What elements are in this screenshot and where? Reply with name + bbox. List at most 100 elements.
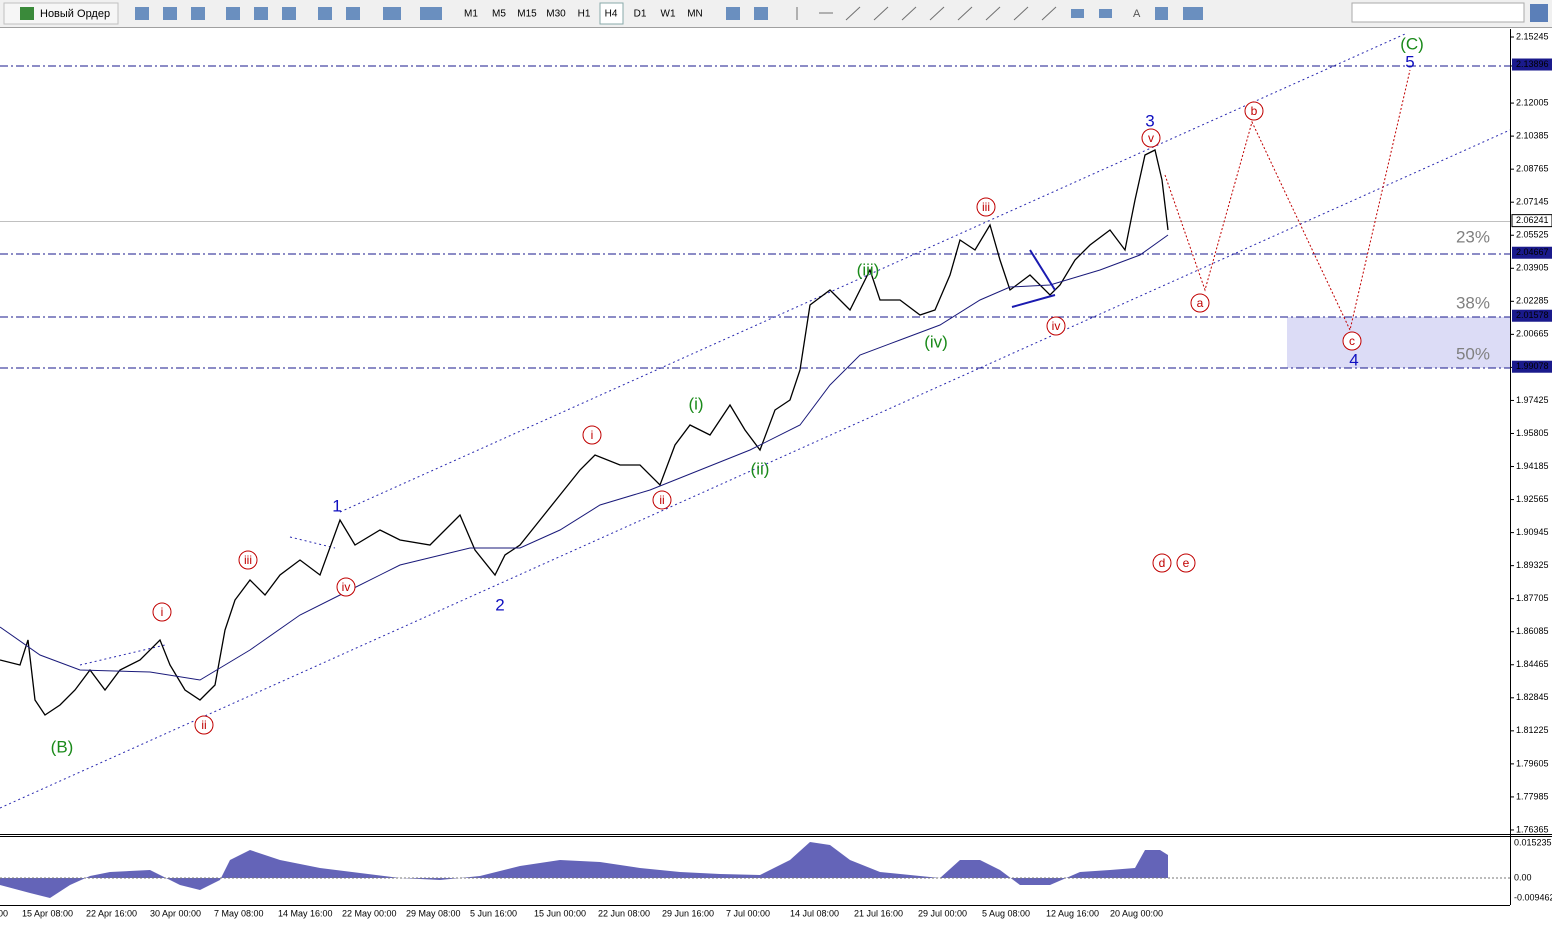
fib-lines xyxy=(0,65,1510,369)
time-label: 14 May 16:00 xyxy=(278,908,333,918)
price-level-marker xyxy=(1512,246,1552,259)
price-level-marker xyxy=(1512,360,1552,373)
timeframe-button[interactable]: H1 xyxy=(578,9,591,20)
timeframe-button[interactable]: M1 xyxy=(464,9,478,20)
wave-label-circle xyxy=(194,715,214,735)
time-label: 20 Aug 00:00 xyxy=(1110,908,1163,918)
timeframe-button[interactable]: MN xyxy=(687,9,703,20)
time-label: 22 Apr 16:00 xyxy=(86,908,137,918)
wave-label-circle xyxy=(976,197,996,217)
price-tick-label: 2.12005 xyxy=(1516,97,1549,107)
wave-label-circle xyxy=(336,577,356,597)
fib-level-label: 50% xyxy=(1456,344,1490,363)
time-label: 14 Jul 08:00 xyxy=(790,908,839,918)
price-tick-label: 2.10385 xyxy=(1516,130,1549,140)
indicator-tick-label: -0.009462 xyxy=(1514,892,1552,902)
time-label: 7 Jul 00:00 xyxy=(726,908,770,918)
time-label: 29 May 08:00 xyxy=(406,908,461,918)
fib-level-label: 38% xyxy=(1456,293,1490,312)
price-tick-label: 1.95805 xyxy=(1516,428,1549,438)
current-price-label: 2.06241 xyxy=(1516,215,1549,225)
price-tick-label: 1.92565 xyxy=(1516,494,1549,504)
price-level-label: 1.99078 xyxy=(1516,361,1549,371)
wave-label: 3 xyxy=(1145,111,1154,130)
price-tick-label: 1.76365 xyxy=(1516,824,1549,834)
wave-label: (B) xyxy=(51,737,74,756)
wave-label: 1 xyxy=(332,496,341,515)
wave-label-circle xyxy=(1152,553,1172,573)
price-level-label: 2.13896 xyxy=(1516,59,1549,69)
price-tick-label: 1.79605 xyxy=(1516,758,1549,768)
indicator-histogram xyxy=(0,842,1168,898)
timeframe-button[interactable]: H4 xyxy=(605,9,618,20)
wave-label-circle xyxy=(1342,331,1362,351)
wave-label: 5 xyxy=(1405,52,1414,71)
wave-label-circle xyxy=(1141,128,1161,148)
selected-timeframe xyxy=(599,2,624,25)
price-tick-label: 2.05525 xyxy=(1516,230,1549,240)
price-level-marker xyxy=(1512,309,1552,322)
indicator-tick-label: 0.00 xyxy=(1514,872,1532,882)
new-order-icon xyxy=(20,7,34,20)
wave-label-circle xyxy=(1176,553,1196,573)
triangle-lines xyxy=(1011,249,1056,308)
wave-label: 4 xyxy=(1349,350,1358,369)
wave-label: c xyxy=(1349,334,1355,348)
price-tick-label: 1.97425 xyxy=(1516,395,1549,405)
timeframe-button[interactable]: D1 xyxy=(634,9,647,20)
price-tick-label: 2.07145 xyxy=(1516,197,1549,207)
timeframe-button[interactable]: M5 xyxy=(492,9,506,20)
price-level-label: 2.04667 xyxy=(1516,247,1549,257)
text-tool-icon: A xyxy=(1133,8,1141,20)
price-level-marker xyxy=(1512,58,1552,71)
price-tick-label: 1.94185 xyxy=(1516,461,1549,471)
wave-label: ii xyxy=(659,493,664,507)
time-label: 22 Jun 08:00 xyxy=(598,908,650,918)
target-zone xyxy=(1287,317,1510,368)
wave-label: a xyxy=(1197,296,1204,310)
wave-label-circle xyxy=(582,425,602,445)
time-label: 5 Jun 16:00 xyxy=(470,908,517,918)
price-tick-label: 1.81225 xyxy=(1516,725,1549,735)
help-button[interactable] xyxy=(1530,4,1548,22)
wave-label-circle xyxy=(652,490,672,510)
wave-label: iii xyxy=(982,200,990,214)
time-label: 15 Apr 08:00 xyxy=(22,908,73,918)
moving-average xyxy=(0,234,1169,681)
channel-lines xyxy=(0,33,1511,809)
price-tick-label: 2.15245 xyxy=(1516,31,1549,41)
wave-label: (iv) xyxy=(924,332,948,351)
price-tick-label: 1.84465 xyxy=(1516,659,1549,669)
time-label: 7 May 08:00 xyxy=(214,908,264,918)
wave-label: (iii) xyxy=(857,260,880,279)
wave-label-circle xyxy=(238,550,258,570)
search-box[interactable] xyxy=(1351,2,1525,23)
price-level-label: 2.01578 xyxy=(1516,310,1549,320)
fib-level-label: 23% xyxy=(1456,227,1490,246)
wave-label: ii xyxy=(201,718,206,732)
timeframe-button[interactable]: M15 xyxy=(517,9,537,20)
time-label: 29 Jul 00:00 xyxy=(918,908,967,918)
timeframe-button[interactable]: M30 xyxy=(546,9,566,20)
new-order-label: Новый Ордер xyxy=(40,8,110,20)
current-price-marker xyxy=(1511,214,1552,228)
wave-label: e xyxy=(1183,556,1190,570)
wave-label: (ii) xyxy=(751,459,770,478)
time-label: 30 Apr 00:00 xyxy=(150,908,201,918)
wave-label: iv xyxy=(342,580,351,594)
wave-label: iii xyxy=(244,553,252,567)
price-tick-label: 1.89325 xyxy=(1516,560,1549,570)
wave-label: d xyxy=(1159,556,1166,570)
price-tick-label: 2.03905 xyxy=(1516,263,1549,273)
time-label: 5 Aug 08:00 xyxy=(982,908,1030,918)
price-tick-label: 1.90945 xyxy=(1516,527,1549,537)
timeframe-button[interactable]: W1 xyxy=(661,9,676,20)
wave-label: iv xyxy=(1052,319,1061,333)
price-tick-label: 1.87705 xyxy=(1516,593,1549,603)
toolbar-icons xyxy=(135,7,1203,20)
price-line xyxy=(0,149,1169,716)
time-label: 21 Jul 16:00 xyxy=(854,908,903,918)
wave-label: i xyxy=(591,428,594,442)
toolbar-line-tools xyxy=(796,6,1057,21)
time-label: 29 Jun 16:00 xyxy=(662,908,714,918)
